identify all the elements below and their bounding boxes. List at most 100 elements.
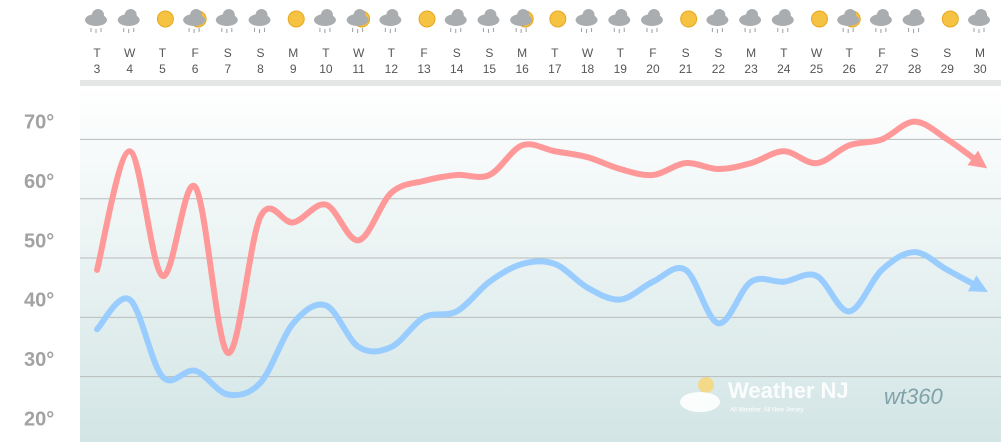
icon-cloud-top — [647, 9, 660, 21]
icon-cloud-top — [909, 9, 922, 21]
icon-rain — [123, 28, 135, 33]
icon-rain — [711, 28, 723, 33]
weather-icon — [739, 9, 762, 33]
icon-rain — [254, 28, 266, 33]
icon-cloud-top — [320, 9, 333, 21]
x-date-label: 11 — [352, 62, 365, 76]
x-date-label: 13 — [417, 62, 431, 76]
icon-rain — [482, 28, 494, 33]
x-tick-label: S — [453, 46, 461, 60]
icon-cloud-top — [451, 9, 464, 21]
x-tick-label: M — [288, 46, 298, 60]
weather-icon — [183, 9, 207, 33]
x-date-label: 9 — [290, 62, 297, 76]
weather-icon — [869, 9, 892, 33]
weather-icon — [902, 9, 925, 33]
x-date-label: 29 — [941, 62, 955, 76]
y-tick-label: 20° — [24, 408, 54, 430]
icon-cloud-top — [746, 9, 759, 21]
x-date-label: 4 — [126, 62, 133, 76]
x-date-label: 26 — [843, 62, 857, 76]
x-date-label: 6 — [192, 62, 199, 76]
weather-icon — [379, 9, 402, 33]
x-tick-label: M — [746, 46, 756, 60]
x-date-label: 25 — [810, 62, 824, 76]
x-date-label: 27 — [875, 62, 889, 76]
y-tick-label: 40° — [24, 290, 54, 312]
weather-icon — [215, 9, 238, 33]
weather-icon — [837, 9, 861, 33]
icon-cloud-top — [484, 9, 497, 21]
weather-icon — [706, 9, 729, 33]
weather-icon — [156, 10, 174, 28]
icon-cloud-top — [778, 9, 791, 21]
icon-cloud-top — [255, 9, 268, 21]
weather-icon — [287, 10, 305, 28]
weather-icon — [549, 10, 567, 28]
x-tick-label: F — [191, 46, 198, 60]
x-tick-label: F — [649, 46, 656, 60]
weather-icon — [313, 9, 336, 33]
x-date-label: 19 — [614, 62, 628, 76]
x-date-label: 23 — [744, 62, 758, 76]
x-tick-label: S — [911, 46, 919, 60]
icon-cloud-top — [876, 9, 889, 21]
x-tick-label: W — [124, 46, 136, 60]
icon-rain — [515, 28, 527, 33]
icon-rain — [875, 28, 887, 33]
logo-cloud — [680, 392, 720, 412]
x-date-label: 30 — [973, 62, 987, 76]
x-date-label: 5 — [159, 62, 166, 76]
weather-icon — [680, 10, 698, 28]
x-tick-label: T — [322, 46, 330, 60]
weather-icon — [510, 9, 534, 33]
x-date-label: 7 — [224, 62, 231, 76]
watermark: Weather NJ All Weather. All New Jersey. … — [680, 377, 943, 414]
x-tick-label: T — [93, 46, 101, 60]
x-date-label: 20 — [646, 62, 660, 76]
icon-cloud-top — [222, 9, 235, 21]
icon-cloud-top — [713, 9, 726, 21]
x-date-label: 17 — [548, 62, 562, 76]
x-tick-label: M — [975, 46, 985, 60]
x-tick-label: F — [420, 46, 427, 60]
x-date-label: 21 — [679, 62, 693, 76]
icon-rain — [908, 28, 920, 33]
icon-cloud-top — [844, 9, 857, 21]
x-date-label: 18 — [581, 62, 595, 76]
x-tick-label: S — [485, 46, 493, 60]
icon-rain — [777, 28, 789, 33]
weather-icon — [771, 9, 794, 33]
weather-icon — [418, 10, 436, 28]
icon-sun — [810, 10, 828, 28]
weather-icon — [608, 9, 631, 33]
x-date-label: 22 — [712, 62, 726, 76]
icon-cloud-top — [615, 9, 628, 21]
x-date-label: 10 — [319, 62, 333, 76]
x-date-label: 8 — [257, 62, 264, 76]
icon-rain — [842, 28, 854, 33]
icon-sun — [418, 10, 436, 28]
logo-tagline: All Weather. All New Jersey. — [730, 408, 805, 414]
x-tick-label: M — [517, 46, 527, 60]
x-date-label: 14 — [450, 62, 464, 76]
icon-sun — [941, 10, 959, 28]
x-tick-label: T — [846, 46, 854, 60]
x-tick-label: W — [582, 46, 594, 60]
icon-cloud-top — [975, 9, 987, 21]
x-tick-label: S — [714, 46, 722, 60]
logo-sun — [698, 377, 714, 393]
x-date-label: 15 — [483, 62, 497, 76]
temperature-line — [94, 118, 988, 356]
weather-icon — [575, 9, 598, 33]
icon-cloud-top — [190, 9, 203, 21]
weather-icon — [941, 10, 959, 28]
icon-sun — [287, 10, 305, 28]
x-date-label: 12 — [385, 62, 399, 76]
icon-rain — [384, 28, 396, 33]
weather-icon — [444, 9, 467, 33]
icon-rain — [352, 28, 364, 33]
x-tick-label: S — [224, 46, 232, 60]
icon-cloud-top — [582, 9, 595, 21]
